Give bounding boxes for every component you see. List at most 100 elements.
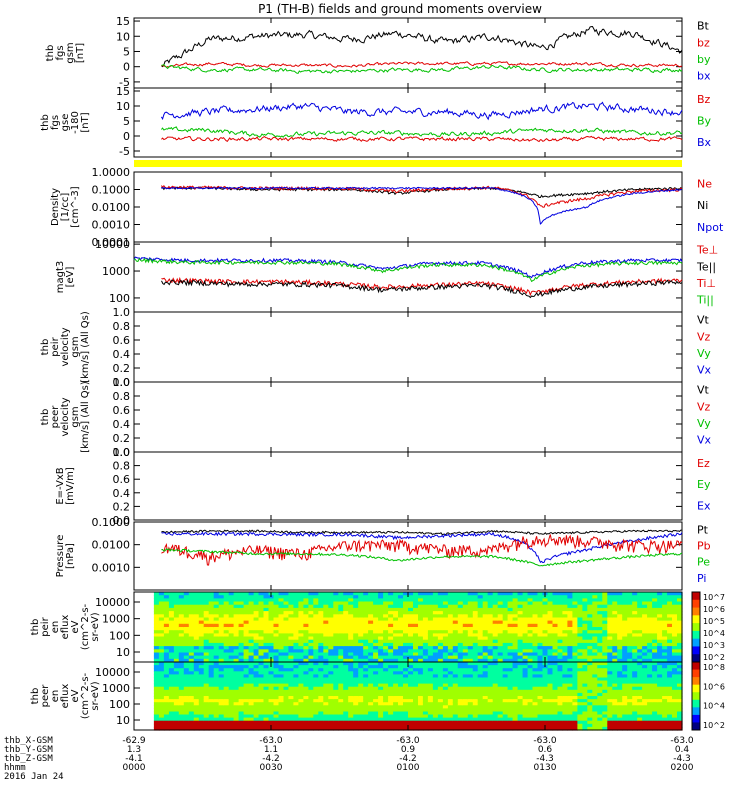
panel-9-colorbar-tick: 10^7 [703,593,725,602]
panel-1-legend-by: By [697,115,712,128]
panel-9-colorbar-segment [692,639,700,647]
density-series-ni [161,187,682,198]
panel-7-ytick-label: 0.8 [113,460,131,473]
panel-9-colorbar-segment [692,608,700,616]
panel-1-ytick-label: 15 [116,85,130,98]
panel-8-legend-pt: Pt [697,523,709,536]
panel-8-legend-pe: Pe [697,556,710,569]
panel-10-spectrogram-cells [134,662,683,731]
panel-7-legend-ex: Ex [697,499,711,512]
panel-4-legend-te: Te|| [696,260,716,273]
panel-6-legend-vx: Vx [697,434,712,447]
panel-0-legend-bt: Bt [697,20,710,33]
panel-4-ytick-label: 10000 [95,238,130,251]
pressure-series-pb [161,535,682,566]
panel-0-legend-bz: bz [697,36,710,49]
panel-1-ytick-label: -5 [119,145,130,158]
panel-4-ytick-label: 1000 [102,265,130,278]
density-series-ne [161,186,682,208]
plot-title: P1 (TH-B) fields and ground moments over… [258,2,542,16]
panel-8-ytick-label: 0.0010 [92,561,131,574]
panel-7-legend-ez: Ez [697,457,710,470]
panel-0-ytick-label: 5 [123,45,130,58]
panel-3-ytick-label: 0.0010 [92,219,131,232]
panel-7-frame [134,452,682,520]
panel-6-ytick-label: 0.4 [113,418,131,431]
panel-6-legend-vy: Vy [697,417,711,430]
panel-1-legend-bz: Bz [697,93,711,106]
panel-7-ytick-label: 0.6 [113,473,131,486]
panel-9-colorbar-tick: 10^2 [703,653,725,662]
panel-8-legend-pi: Pi [697,572,706,585]
panel-4-ylabel: [eV] [65,267,76,288]
yellow-status-bar [134,160,682,167]
panel-9-colorbar-segment [692,646,700,654]
panel-6-legend-vt: Vt [697,384,710,397]
panel-9-colorbar-tick: 10^5 [703,617,725,626]
panel-7-legend-ey: Ey [697,478,711,491]
panel-5-legend-vx: Vx [697,364,712,377]
panel-3-ylabel: [cm^-3] [70,186,81,227]
panel-6-ytick-label: 1.0 [113,376,131,389]
panel-9-colorbar-segment [692,623,700,631]
panel-1-ytick-label: 10 [116,100,130,113]
panel-9-colorbar-tick: 10^6 [703,605,725,614]
panel-3-ytick-label: 0.0100 [92,201,131,214]
panel-5-ytick-label: 0.8 [113,320,131,333]
panel-7-ytick-label: 1.0 [113,446,131,459]
panel-7-ytick-label: 0.4 [113,487,131,500]
panel-7-ylabel: [mV/m] [65,467,76,505]
panel-0-series-by [161,65,682,74]
panel-6-ytick-label: 0.6 [113,404,131,417]
panel-9-spectrogram-cells [134,592,683,663]
panel-0-ylabel: [nT] [75,43,86,63]
panel-9-colorbar-segment [692,654,700,662]
panel-3-ytick-label: 0.1000 [92,184,131,197]
panel-5-legend-vz: Vz [697,330,711,343]
panel-1-series-bx [161,102,682,119]
panel-4-ytick-label: 100 [109,292,130,305]
panel-8-legend-pb: Pb [697,540,711,553]
panel-9-colorbar-segment [692,592,700,600]
panel-8-ytick-label: 0.1000 [92,516,131,529]
panel-3-ytick-label: 1.0000 [92,166,131,179]
panel-1-ytick-label: 0 [123,130,130,143]
panel-8-ytick-label: 0.0100 [92,539,131,552]
panel-4-legend-te: Te⊥ [696,244,718,257]
panel-0-ytick-label: 0 [123,61,130,74]
panel-5-frame [134,312,682,382]
panel-6-ytick-label: 0.2 [113,432,131,445]
panel-3-frame [134,172,682,242]
panel-5-ytick-label: 0.6 [113,334,131,347]
panel-0-legend-bx: bx [697,70,711,83]
panel-9-colorbar-tick: 10^3 [703,641,725,650]
panel-9-ytick-label: 1000 [102,613,130,626]
panel-0-ytick-label: 10 [116,30,130,43]
panel-8-ylabel: [nPa] [65,543,76,569]
panel-6-frame [134,382,682,452]
panel-3-legend-npot: Npot [697,221,724,234]
panel-1-ylabel: [nT] [80,112,91,132]
panel-5-ytick-label: 0.4 [113,348,131,361]
panel-0-frame [134,18,682,88]
panel-1-series-by [161,127,682,137]
panel-0-series-bz [161,62,682,67]
panel-1-series-bz [161,136,682,141]
panel-1-ytick-label: 5 [123,115,130,128]
panel-5-ylabel: [km/s] (All Qs) [80,311,91,383]
panel-9-colorbar-segment [692,615,700,623]
panel-9-ytick-label: 100 [109,629,130,642]
panel-7-ytick-label: 0.2 [113,500,131,513]
panel-5-legend-vy: Vy [697,347,711,360]
panel-3-legend-ni: Ni [697,199,708,212]
panel-3-legend-ne: Ne [697,177,712,190]
panel-0-legend-by: by [697,53,711,66]
panel-6-ylabel: [km/s] (All Qs) [80,381,91,453]
density-series-npot [161,187,682,224]
panel-1-legend-bx: Bx [697,136,712,149]
panel-5-legend-vt: Vt [697,314,710,327]
panel-9-ytick-label: 10 [116,646,130,659]
panel-9-ytick-label: 10000 [95,596,130,609]
